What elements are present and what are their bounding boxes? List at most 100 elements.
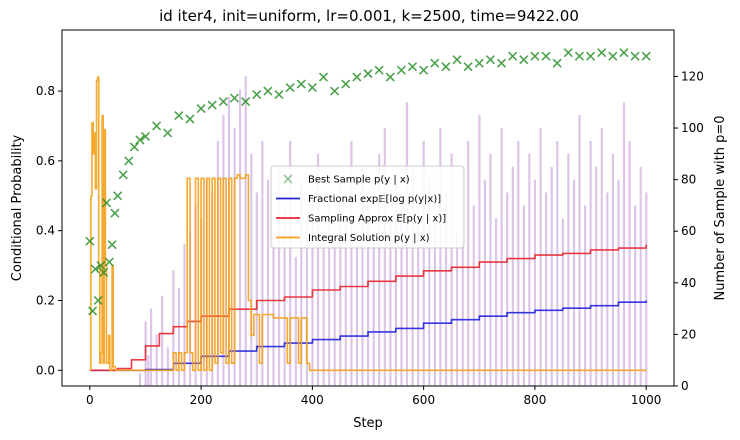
best-sample-point	[519, 55, 529, 65]
hist-bar	[589, 140, 592, 386]
hist-bar	[489, 153, 492, 386]
best-sample-point	[496, 58, 507, 68]
best-sample-point	[330, 86, 340, 96]
hist-bar	[361, 166, 364, 386]
best-sample-point	[307, 83, 317, 93]
best-sample-point	[574, 51, 584, 61]
hist-bar	[339, 179, 342, 386]
x-axis-label: Step	[353, 416, 383, 431]
hist-bar	[506, 192, 509, 386]
x-tick-label: 200	[190, 393, 213, 407]
best-sample-point	[430, 58, 440, 68]
hist-bar	[378, 153, 381, 386]
hist-bar	[645, 192, 648, 386]
best-sample-point	[563, 48, 573, 58]
hist-bar	[305, 218, 308, 386]
hist-bar	[138, 373, 142, 386]
y2-tick-label: 80	[681, 173, 696, 187]
hist-bar	[439, 128, 442, 386]
hist-bar	[461, 166, 464, 386]
hist-bar	[278, 166, 281, 386]
best-sample-point	[463, 62, 473, 72]
best-sample-point	[352, 72, 362, 82]
y-tick-label: 0.4	[36, 224, 55, 238]
hist-bar	[545, 192, 548, 386]
hist-bar	[244, 76, 247, 387]
best-sample-point	[452, 55, 462, 65]
best-sample-point	[207, 100, 217, 110]
best-sample-point	[104, 257, 114, 267]
best-sample-point	[508, 51, 518, 61]
best-sample-point	[407, 62, 418, 72]
legend-label: Integral Solution p(y | x)	[308, 233, 430, 244]
y2-tick-label: 0	[681, 379, 689, 393]
hist-bar	[495, 218, 498, 386]
best-sample-point	[585, 51, 596, 61]
hist-bar	[255, 192, 258, 386]
y-axis-left: 0.0 0.2 0.4 0.6 0.8	[36, 84, 62, 377]
hist-bar	[567, 153, 570, 386]
legend: Best Sample p(y | x) Fractional exp𝔼[log …	[270, 165, 465, 249]
best-sample-point	[274, 90, 284, 100]
hist-bar	[617, 179, 620, 386]
x-axis: 0 200 400 600 800 1000	[86, 386, 661, 407]
legend-box	[270, 165, 465, 249]
best-sample-point	[113, 191, 123, 201]
y-tick-label: 0.8	[36, 84, 55, 98]
best-sample-point	[441, 62, 451, 72]
x-tick-label: 800	[523, 393, 546, 407]
best-sample-point	[285, 83, 295, 93]
y2-tick-label: 120	[681, 69, 704, 83]
best-sample-point	[363, 69, 373, 79]
hist-bar	[389, 218, 392, 386]
sampling-line	[89, 244, 647, 372]
best-sample-point	[101, 198, 112, 208]
best-sample-point	[541, 51, 551, 61]
hist-bar	[561, 218, 564, 386]
best-sample-point	[85, 236, 95, 246]
hist-bar	[500, 128, 503, 386]
best-sample-point	[530, 51, 540, 61]
best-sample-point	[229, 93, 240, 103]
y-axis-label: Conditional Probability	[10, 134, 25, 281]
hist-bar	[250, 153, 253, 386]
best-sample-point	[318, 72, 329, 82]
hist-bar	[639, 166, 642, 386]
hist-bar	[483, 179, 486, 386]
best-sample-point	[88, 306, 98, 316]
hist-bar	[333, 244, 336, 386]
integral-line	[89, 76, 647, 372]
hist-bar	[300, 179, 303, 386]
scatter-layer	[85, 48, 651, 316]
best-sample-point	[93, 295, 103, 306]
hist-bar	[572, 179, 576, 386]
best-sample-point	[196, 103, 206, 114]
y2-axis-label: Number of Sample with p=0	[713, 115, 728, 300]
best-sample-point	[474, 58, 484, 68]
legend-label: Fractional exp𝔼[log p(y|x)]	[308, 194, 441, 205]
best-sample-point	[163, 128, 173, 138]
hist-bar	[528, 153, 531, 386]
best-sample-point	[185, 114, 195, 124]
hist-bar	[150, 308, 153, 386]
legend-label: Sampling Approx E[p(y | x)]	[308, 214, 446, 225]
best-sample-point	[296, 79, 306, 89]
hist-bar	[344, 218, 347, 386]
hist-bar	[622, 102, 626, 386]
hist-bar	[350, 140, 353, 386]
hist-bar	[511, 166, 514, 386]
y2-tick-label: 100	[681, 121, 704, 135]
hist-bar	[261, 140, 264, 386]
y-tick-label: 0.6	[36, 154, 55, 168]
hist-bar	[556, 140, 559, 386]
legend-marker	[283, 174, 293, 184]
legend-label: Best Sample p(y | x)	[308, 175, 410, 186]
plot-frame	[61, 29, 675, 387]
hist-bar	[634, 205, 637, 386]
hist-bar	[472, 205, 475, 386]
best-sample-point	[641, 51, 651, 61]
hist-bar	[517, 140, 520, 386]
hist-bar	[422, 140, 425, 386]
best-sample-point	[485, 55, 495, 65]
